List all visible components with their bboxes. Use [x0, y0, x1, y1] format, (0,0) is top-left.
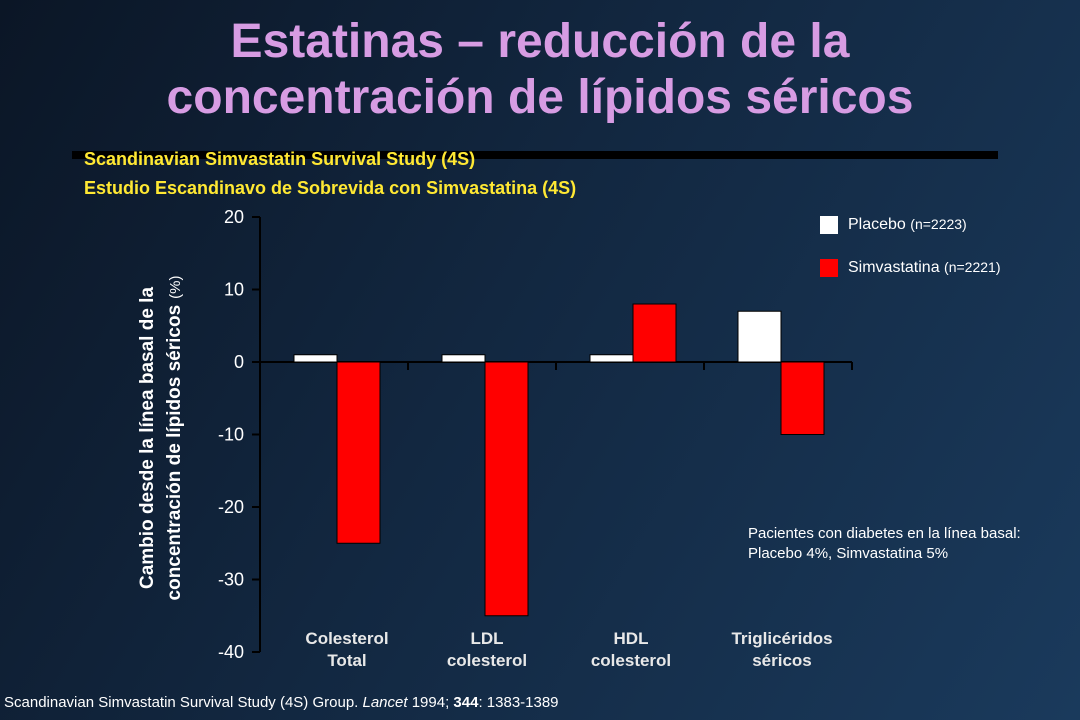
bar-simvastatina [632, 303, 677, 363]
citation-year: 1994; [407, 694, 454, 711]
bar-placebo [441, 354, 486, 363]
subtitle-underline-bar [72, 151, 998, 159]
citation: Scandinavian Simvastatin Survival Study … [4, 694, 559, 711]
y-tick-label: -20 [218, 497, 244, 517]
category-label: HDL colesterol [591, 629, 671, 670]
citation-prefix: Scandinavian Simvastatin Survival Study … [4, 694, 363, 711]
y-axis-label-line-2: concentración de lípidos séricos (%) [164, 276, 185, 601]
y-axis-label-main: concentración de lípidos séricos [164, 305, 185, 601]
citation-journal: Lancet [362, 694, 408, 711]
category-label: LDL colesterol [447, 629, 527, 670]
y-axis-label-unit: (%) [167, 276, 184, 299]
bar-placebo [737, 310, 782, 363]
category-label-line: colesterol [591, 651, 671, 670]
diabetes-note-line-1: Pacientes con diabetes en la línea basal… [748, 525, 1021, 542]
legend-label-simvastatina: Simvastatina [848, 259, 940, 276]
y-tick-label: 0 [234, 352, 244, 372]
chart-title: Estatinas – reducción de la concentració… [40, 14, 1040, 126]
y-tick-label: -30 [218, 570, 244, 590]
category-label-line: HDL [614, 629, 649, 648]
category-label: Triglicéridos séricos [731, 629, 832, 670]
legend-label-placebo: Placebo [848, 216, 906, 233]
chart-title-line-1: Estatinas – reducción de la [230, 15, 850, 68]
y-tick-label: -10 [218, 425, 244, 445]
legend-detail-simvastatina: (n=2221) [944, 259, 1001, 275]
category-label-line: colesterol [447, 651, 527, 670]
bar-placebo [589, 354, 634, 363]
legend-detail-placebo: (n=2223) [910, 216, 967, 232]
chart-title-line-2: concentración de lípidos séricos [166, 71, 914, 124]
y-tick-label: 20 [224, 207, 244, 227]
diabetes-note: Pacientes con diabetes en la línea basal… [748, 524, 1048, 564]
category-label-line: Triglicéridos [731, 629, 832, 648]
legend-item-simvastatina: Simvastatina (n=2221) [820, 257, 1000, 278]
category-label-line: LDL [470, 629, 503, 648]
category-label-line: séricos [752, 651, 812, 670]
y-axis-label: Cambio desde la línea basal de la concen… [137, 276, 185, 601]
category-label-line: Total [327, 651, 366, 670]
legend-item-placebo: Placebo (n=2223) [820, 214, 967, 235]
bar-placebo [293, 354, 338, 363]
y-tick-label: 10 [224, 280, 244, 300]
y-axis-label-line-1: Cambio desde la línea basal de la [137, 287, 158, 589]
citation-pages: : 1383-1389 [478, 694, 559, 711]
legend-swatch-simvastatina [820, 258, 838, 277]
subtitle-line-1: Scandinavian Simvastatin Survival Study … [84, 149, 476, 169]
bar-simvastatina [484, 361, 529, 617]
diabetes-note-line-2: Placebo 4%, Simvastatina 5% [748, 545, 949, 562]
category-labels: Colesterol Total LDL colesterol HDL colestero… [305, 629, 832, 670]
y-tick-label: -40 [218, 642, 244, 662]
category-label-line: Colesterol [305, 629, 388, 648]
bar-simvastatina [780, 361, 825, 435]
bars [293, 303, 825, 617]
bar-simvastatina [336, 361, 381, 544]
citation-volume: 344 [453, 694, 479, 711]
legend-swatch-placebo [820, 215, 838, 234]
axes: 20 10 0 -10 -20 -30 -40 [218, 207, 853, 662]
category-label: Colesterol Total [305, 629, 388, 670]
subtitle-line-2: Estudio Escandinavo de Sobrevida con Sim… [84, 178, 577, 198]
